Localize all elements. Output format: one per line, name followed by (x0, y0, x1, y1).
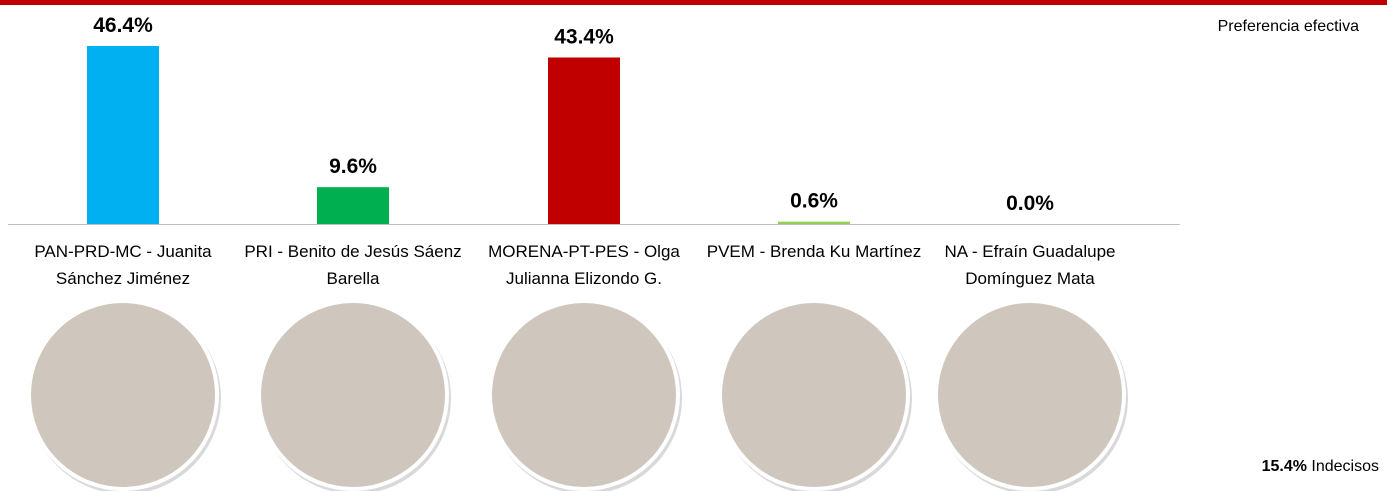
photo (488, 299, 680, 491)
value-label: 9.6% (329, 155, 377, 178)
category-label: MORENA-PT-PES - Olga Julianna Elizondo G… (488, 242, 680, 288)
annotation: Preferencia efectiva (1217, 18, 1359, 35)
category-label: PVEM - Brenda Ku Martínez (706, 242, 922, 261)
bar (778, 221, 850, 224)
bar (87, 46, 159, 224)
undecided-text: Indecisos (1311, 458, 1379, 475)
category-label: PAN-PRD-MC - Juanita Sánchez Jiménez (34, 242, 212, 288)
value-label: 0.6% (790, 190, 838, 213)
top-stripe (0, 0, 1387, 5)
photo (27, 299, 219, 491)
bar (317, 187, 389, 224)
bar (548, 57, 620, 224)
value-label: 46.4% (93, 14, 153, 37)
photo (718, 299, 910, 491)
photo (934, 299, 1126, 491)
value-label: 0.0% (1006, 192, 1054, 215)
undecided-value: 15.4% (1261, 458, 1307, 475)
value-label: 43.4% (554, 26, 614, 49)
photo (257, 299, 449, 491)
category-label: PRI - Benito de Jesús Sáenz Barella (244, 242, 462, 288)
undecided: 15.4% Indecisos (1262, 458, 1379, 476)
category-label: NA - Efraín Guadalupe Domínguez Mata (944, 242, 1116, 288)
